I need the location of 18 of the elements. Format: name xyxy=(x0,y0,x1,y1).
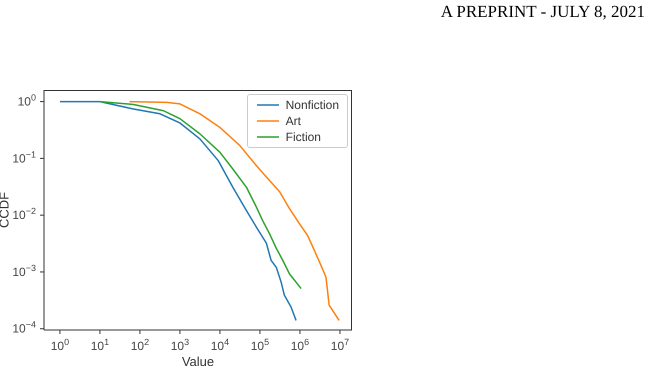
y-tick-label: 10$^{−3}$ xyxy=(12,262,36,279)
x-tick-label: 10$^{2}$ xyxy=(130,337,150,353)
x-tick-label: 10$^{4}$ xyxy=(210,337,230,353)
legend-label: Art xyxy=(286,113,301,129)
y-tick-label: 10$^{−4}$ xyxy=(12,320,36,336)
x-tick-label: 10$^{6}$ xyxy=(290,337,310,353)
y-tick-label: 10$^{−1}$ xyxy=(12,149,36,166)
x-tick-label: 10$^{1}$ xyxy=(90,337,110,353)
x-tick-label: 10$^{7}$ xyxy=(330,337,350,353)
x-axis-title: Value xyxy=(182,354,214,366)
y-tick-label: 10$^{−2}$ xyxy=(12,206,36,222)
x-tick-label: 10$^{5}$ xyxy=(250,337,270,353)
x-tick-label: 10$^{0}$ xyxy=(50,337,70,353)
y-tick-label: 10$^{0}$ xyxy=(18,92,36,109)
x-tick-label: 10$^{3}$ xyxy=(170,337,190,353)
legend-label: Nonfiction xyxy=(286,97,339,113)
legend-label: Fiction xyxy=(286,129,321,145)
text: A PREPRINT - JULY 8, 2021 xyxy=(440,2,645,22)
